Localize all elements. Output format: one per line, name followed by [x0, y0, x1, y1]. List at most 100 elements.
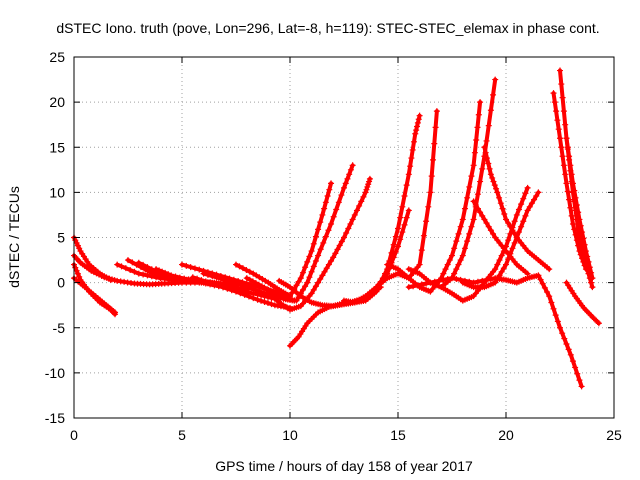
data-point	[501, 211, 508, 218]
data-point	[524, 184, 531, 191]
data-point	[468, 173, 475, 180]
data-point	[471, 149, 478, 156]
data-point	[246, 268, 253, 275]
data-point	[196, 266, 203, 273]
data-point	[491, 182, 498, 189]
data-point	[360, 193, 367, 200]
series-arc	[550, 90, 589, 273]
series-arc	[459, 189, 542, 291]
data-point	[328, 257, 335, 264]
data-point	[459, 216, 466, 223]
data-point	[73, 239, 80, 246]
data-point	[144, 272, 151, 279]
data-point	[140, 261, 147, 268]
series-arc	[243, 162, 356, 304]
data-point	[515, 206, 522, 213]
data-point	[262, 277, 269, 284]
data-point	[568, 212, 575, 219]
data-point	[464, 194, 471, 201]
data-point	[581, 262, 588, 269]
data-point	[595, 320, 602, 327]
y-tick-label: -5	[53, 320, 66, 336]
data-point	[494, 189, 501, 196]
data-point	[498, 268, 505, 275]
data-point	[397, 236, 404, 243]
data-point	[317, 219, 324, 226]
data-point	[492, 76, 499, 83]
data-point	[557, 135, 563, 142]
data-point	[122, 265, 129, 272]
data-point	[474, 205, 481, 212]
data-point	[535, 189, 542, 196]
data-point	[410, 138, 417, 145]
data-point	[509, 245, 516, 252]
data-point	[539, 280, 546, 287]
data-point	[200, 270, 207, 277]
data-point	[515, 229, 522, 236]
data-point	[358, 198, 365, 205]
data-point	[342, 180, 349, 187]
data-point	[568, 171, 575, 178]
data-point	[181, 275, 188, 282]
data-point	[237, 290, 244, 297]
data-point	[306, 253, 313, 260]
data-point	[546, 293, 553, 300]
data-point	[486, 165, 493, 172]
data-point	[395, 225, 401, 232]
data-point	[250, 270, 257, 277]
data-point	[326, 186, 333, 193]
data-point	[440, 270, 447, 277]
data-point	[176, 274, 183, 281]
data-point	[341, 184, 347, 191]
data-point	[544, 289, 551, 296]
data-point	[299, 286, 306, 293]
data-point	[239, 282, 246, 289]
data-point	[310, 263, 317, 270]
data-point	[299, 269, 306, 276]
data-point	[172, 273, 179, 280]
data-point	[440, 276, 447, 283]
data-point	[248, 285, 255, 292]
data-point	[144, 264, 151, 271]
data-point	[466, 230, 473, 237]
data-point	[518, 201, 525, 208]
data-point	[322, 233, 329, 240]
axes: 0 5 10 15 20 25 -15 -10 -5 0 5 10 15 20 25	[45, 49, 622, 443]
data-point	[401, 221, 408, 228]
data-point	[558, 144, 565, 151]
data-point	[557, 324, 563, 331]
data-point	[321, 268, 328, 275]
data-point	[461, 205, 468, 212]
data-point	[295, 278, 302, 285]
data-point	[572, 364, 579, 371]
data-point	[356, 202, 363, 209]
data-point	[470, 198, 477, 205]
data-point	[505, 237, 512, 244]
data-point	[338, 192, 345, 199]
data-point	[405, 284, 412, 291]
data-point	[308, 248, 315, 255]
data-point	[328, 180, 335, 187]
data-point	[414, 119, 421, 126]
data-point	[461, 245, 468, 252]
x-tick-label: 10	[282, 427, 298, 443]
data-point	[499, 205, 506, 212]
data-point	[472, 202, 479, 209]
data-point	[293, 297, 300, 304]
data-point	[573, 237, 580, 244]
data-point	[319, 211, 326, 218]
data-point	[492, 266, 499, 273]
series-arc	[438, 184, 531, 304]
data-point	[156, 267, 163, 274]
data-point	[576, 377, 583, 384]
data-point	[453, 276, 460, 283]
data-point	[293, 282, 300, 289]
data-point	[451, 270, 458, 277]
data-point	[564, 188, 571, 195]
data-point	[202, 278, 209, 285]
data-point	[470, 162, 477, 169]
data-point	[363, 186, 370, 193]
data-point	[575, 242, 582, 249]
data-point	[442, 266, 449, 273]
